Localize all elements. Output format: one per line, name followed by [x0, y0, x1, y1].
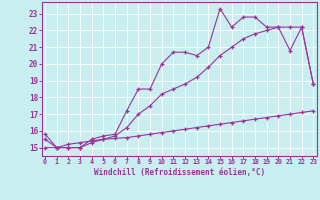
X-axis label: Windchill (Refroidissement éolien,°C): Windchill (Refroidissement éolien,°C) [94, 168, 265, 177]
